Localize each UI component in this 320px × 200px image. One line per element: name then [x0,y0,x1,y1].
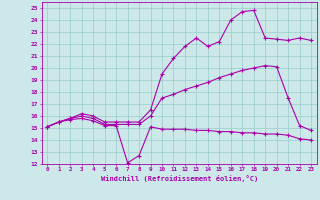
X-axis label: Windchill (Refroidissement éolien,°C): Windchill (Refroidissement éolien,°C) [100,175,258,182]
